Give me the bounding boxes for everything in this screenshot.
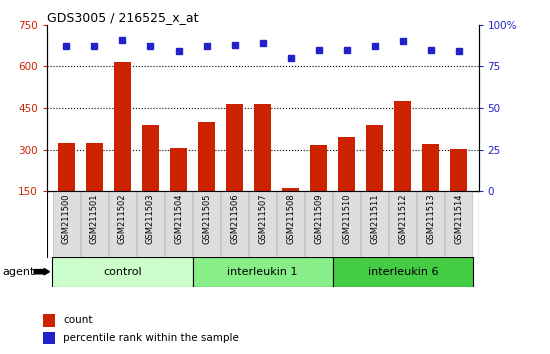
Bar <box>394 101 411 191</box>
Bar <box>81 191 108 258</box>
Bar <box>226 104 243 191</box>
Text: GSM211500: GSM211500 <box>62 193 71 244</box>
Bar <box>86 143 103 191</box>
Text: GSM211510: GSM211510 <box>342 193 351 244</box>
Bar <box>142 125 159 191</box>
Bar <box>249 191 276 258</box>
Bar <box>254 104 271 191</box>
Bar <box>170 148 187 191</box>
Bar <box>277 191 304 258</box>
Text: interleukin 1: interleukin 1 <box>227 267 298 277</box>
Text: control: control <box>103 267 142 277</box>
Text: interleukin 6: interleukin 6 <box>367 267 438 277</box>
Text: GSM211504: GSM211504 <box>174 193 183 244</box>
Text: GDS3005 / 216525_x_at: GDS3005 / 216525_x_at <box>47 11 198 24</box>
Bar <box>109 191 136 258</box>
Bar <box>338 137 355 191</box>
Bar <box>198 122 215 191</box>
Bar <box>53 191 80 258</box>
Bar <box>333 191 360 258</box>
Bar <box>450 149 468 191</box>
Bar <box>58 143 75 191</box>
Text: GSM211503: GSM211503 <box>146 193 155 244</box>
Text: GSM211505: GSM211505 <box>202 193 211 244</box>
Text: GSM211511: GSM211511 <box>370 193 380 244</box>
Text: GSM211508: GSM211508 <box>286 193 295 244</box>
Bar <box>305 191 332 258</box>
Text: GSM211501: GSM211501 <box>90 193 99 244</box>
Bar <box>114 62 131 191</box>
Text: GSM211502: GSM211502 <box>118 193 127 244</box>
Text: GSM211513: GSM211513 <box>426 193 436 244</box>
Text: count: count <box>63 315 93 325</box>
Bar <box>52 257 192 287</box>
Bar <box>366 125 383 191</box>
Bar <box>389 191 416 258</box>
Bar <box>192 257 333 287</box>
Bar <box>361 191 388 258</box>
Bar <box>446 191 472 258</box>
Bar <box>417 191 444 258</box>
Bar <box>422 144 439 191</box>
Bar <box>193 191 220 258</box>
Bar <box>221 191 248 258</box>
Bar <box>333 257 473 287</box>
Bar <box>310 145 327 191</box>
Text: GSM211509: GSM211509 <box>314 193 323 244</box>
Text: GSM211512: GSM211512 <box>398 193 408 244</box>
Bar <box>282 188 299 191</box>
Text: GSM211507: GSM211507 <box>258 193 267 244</box>
Text: GSM211514: GSM211514 <box>454 193 464 244</box>
Text: GSM211506: GSM211506 <box>230 193 239 244</box>
Bar <box>165 191 192 258</box>
Bar <box>137 191 164 258</box>
Text: agent: agent <box>3 267 35 277</box>
Text: percentile rank within the sample: percentile rank within the sample <box>63 333 239 343</box>
